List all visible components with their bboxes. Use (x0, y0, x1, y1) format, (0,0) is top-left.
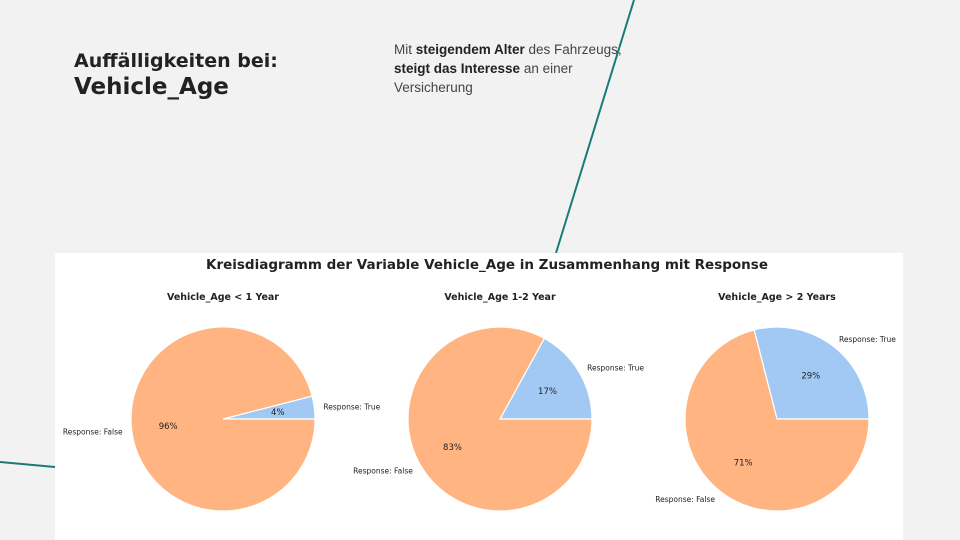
accent-line-top (555, 0, 635, 254)
pie-chart-1: Vehicle_Age < 1 Year 4% Response: True 96% R… (63, 292, 381, 512)
insight-note: Mit steigendem Alter des Fahrzeugs, stei… (394, 40, 624, 97)
slice-label: Response: False (655, 495, 715, 504)
percent-label: 4% (271, 408, 285, 418)
slice-response-true (498, 337, 593, 420)
chart-title: Kreisdiagramm der Variable Vehicle_Age i… (206, 257, 768, 273)
slice-label: Response: True (839, 335, 896, 344)
heading-line-2: Vehicle_Age (74, 74, 229, 100)
slice-label: Response: False (63, 428, 123, 437)
percent-label: 71% (734, 459, 753, 469)
percent-label: 96% (159, 422, 178, 432)
pie-title: Vehicle_Age > 2 Years (718, 292, 836, 303)
heading-line-1: Auffälligkeiten bei: (74, 50, 278, 72)
slice-label: Response: True (323, 402, 380, 411)
note-bold-2: steigt das Interesse (394, 61, 521, 76)
pie-chart-3: Vehicle_Age > 2 Years 29% Response: True 71… (655, 292, 896, 512)
percent-label: 29% (801, 371, 820, 381)
slice-response-false (130, 326, 316, 512)
percent-label: 83% (443, 443, 462, 453)
slice-label: Response: False (353, 467, 413, 476)
pie-title: Vehicle_Age < 1 Year (167, 292, 279, 303)
note-text-1: Mit (394, 42, 416, 57)
slice-label: Response: True (587, 364, 644, 373)
percent-label: 17% (538, 387, 557, 397)
chart-panel: Kreisdiagramm der Variable Vehicle_Age i… (55, 253, 903, 540)
accent-line-left (0, 461, 56, 468)
slice-response-true (753, 326, 870, 420)
note-text-3: an einer Versicherung (394, 61, 573, 95)
pie-title: Vehicle_Age 1-2 Year (444, 292, 556, 303)
note-text-2: des Fahrzeugs, (524, 42, 622, 57)
pie-chart-2: Vehicle_Age 1-2 Year 17% Response: True 83%… (353, 292, 644, 512)
note-bold-1: steigendem Alter (415, 42, 525, 57)
slice-response-false (684, 329, 870, 512)
slice-response-false (407, 326, 593, 512)
pie-charts: Kreisdiagramm der Variable Vehicle_Age i… (63, 257, 896, 512)
